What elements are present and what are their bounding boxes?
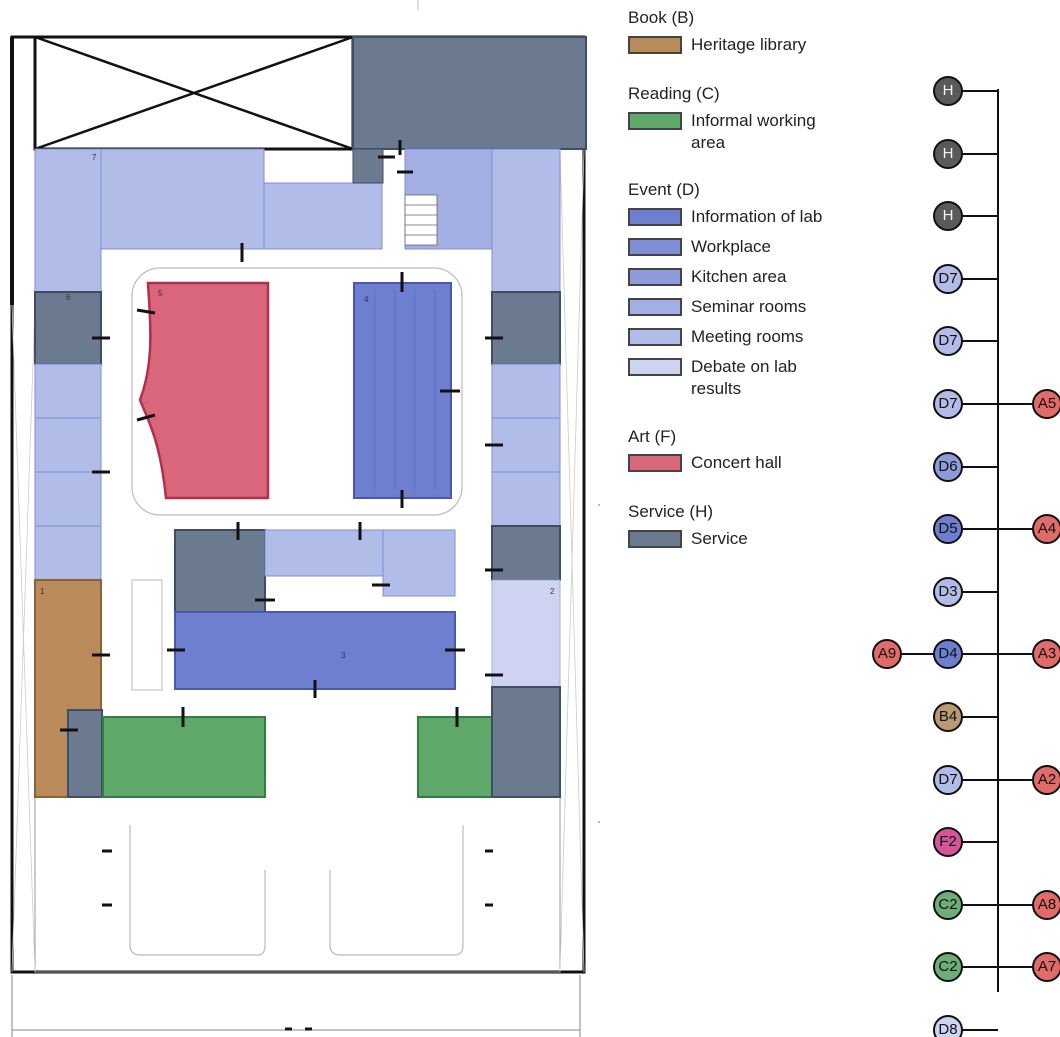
legend-heading-service: Service (H): [628, 502, 714, 521]
legend-label: Informal working area: [691, 111, 816, 152]
tree-branch: [962, 716, 998, 718]
tree-node-a3: A3: [1032, 639, 1060, 670]
plan-zone-informal-working: [102, 716, 266, 798]
tree-branch: [962, 966, 998, 969]
legend-heading-reading: Reading (C): [628, 84, 720, 103]
tree-branch-right: [997, 653, 1032, 656]
tree-branch: [962, 403, 998, 405]
tree-node-f2: F2: [933, 827, 963, 858]
room-number-5: 5: [158, 289, 163, 298]
plan-zone-debate: [491, 579, 561, 688]
swatch-art: [628, 454, 682, 472]
tree-node-d7: D7: [933, 326, 963, 357]
legend-label: Seminar rooms: [691, 297, 807, 316]
tree-branch: [962, 653, 998, 656]
room-number-3: 3: [341, 651, 346, 660]
tree-node-c2: C2: [933, 889, 963, 920]
swatch-event: [628, 268, 682, 286]
legend-label: Kitchen area: [691, 267, 787, 286]
legend-heading-book: Book (B): [628, 8, 695, 27]
swatch-service: [628, 530, 682, 548]
plan-zone-information-lab: [353, 282, 452, 499]
tree-branch-right: [997, 778, 1032, 781]
tree-node-d7: D7: [933, 389, 963, 419]
tree-node-a5: A5: [1032, 389, 1060, 419]
swatch-event: [628, 208, 682, 226]
room-number-2: 2: [550, 587, 555, 596]
tree-branch: [962, 841, 998, 844]
tree-branch-right: [997, 403, 1032, 405]
tree-branch-left: [900, 653, 934, 656]
floor-plan: 5 4 3 2 1 7 6 B A: [10, 0, 600, 1037]
legend-label: Debate on lab results: [691, 357, 797, 398]
room-number-7: 7: [92, 153, 97, 162]
tree-node-a9: A9: [872, 639, 902, 670]
tree-node-d6: D6: [933, 451, 963, 482]
swatch-event: [628, 358, 682, 376]
plan-zone-concert-hall: [138, 281, 270, 500]
tree-node-d7: D7: [933, 764, 963, 795]
tree-node-h: H: [933, 201, 963, 232]
tree-node-a4: A4: [1032, 514, 1060, 545]
tree-node-a7: A7: [1032, 952, 1060, 983]
swatch-book: [628, 36, 682, 54]
legend-heading-art: Art (F): [628, 427, 677, 446]
tree-branch: [962, 1029, 998, 1031]
tree-branch: [962, 340, 998, 343]
tree-branch: [962, 277, 998, 280]
legend-label: Heritage library: [691, 35, 807, 54]
tree-branch-right: [997, 966, 1032, 969]
tree-node-h: H: [933, 138, 963, 169]
swatch-event: [628, 328, 682, 346]
swatch-event: [628, 238, 682, 256]
legend-label: Meeting rooms: [691, 327, 804, 346]
tree-spine: [997, 89, 999, 992]
tree-node-a8: A8: [1032, 889, 1060, 920]
tree-node-a2: A2: [1032, 764, 1060, 795]
swatch-event: [628, 298, 682, 316]
tree-branch: [962, 528, 998, 531]
plan-zone-workplace: [174, 611, 456, 690]
tree-node-b4: B4: [933, 702, 963, 732]
tree-branch: [962, 778, 998, 781]
tree-node-d5: D5: [933, 514, 963, 545]
room-number-4: 4: [364, 295, 369, 304]
tree-node-c2: C2: [933, 952, 963, 983]
tree-node-d7: D7: [933, 263, 963, 294]
tree-branch: [962, 465, 998, 468]
legend-label: Information of lab: [691, 207, 823, 226]
legend-label: Service: [691, 529, 748, 548]
tree-node-d8: D8: [933, 1015, 963, 1037]
legend-heading-event: Event (D): [628, 180, 700, 199]
tree-node-d3: D3: [933, 576, 963, 607]
tree-branch: [962, 215, 998, 218]
plan-zone-meeting: [34, 148, 102, 293]
tree-branch: [962, 590, 998, 593]
tree-node-h: H: [933, 76, 963, 106]
tree-branch: [962, 152, 998, 155]
sequence-tree: H H H D7 D7 D7 A5 D6 D5 A4 D3 D4 A3 A9 B4 D7 A2 F2 C2 A8 C2 A…: [860, 0, 1060, 1037]
swatch-reading: [628, 112, 682, 130]
tree-node-d4: D4: [933, 639, 963, 670]
legend: Book (B) Heritage library Reading (C) In…: [628, 0, 888, 560]
tree-branch-right: [997, 903, 1032, 906]
plan-zone-service: [352, 36, 587, 150]
legend-label: Concert hall: [691, 453, 782, 472]
legend-label: Workplace: [691, 237, 771, 256]
room-number-1: 1: [40, 587, 45, 596]
tree-branch-right: [997, 528, 1032, 531]
tree-branch: [962, 90, 998, 92]
tree-branch: [962, 903, 998, 906]
room-number-6: 6: [66, 293, 71, 302]
